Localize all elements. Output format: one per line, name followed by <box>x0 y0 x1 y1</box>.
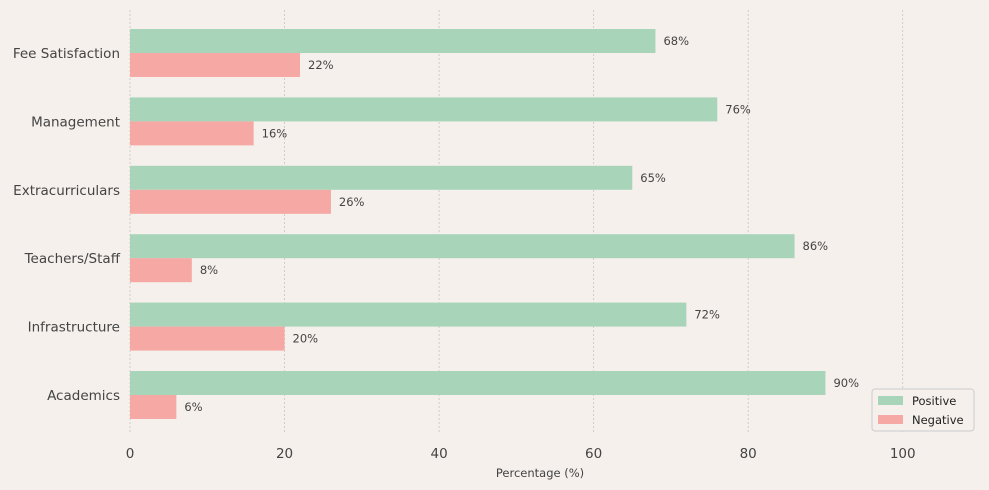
legend-label-positive: Positive <box>912 394 956 408</box>
value-label-positive-infrastructure: 72% <box>694 308 720 322</box>
bar-negative-teachers-staff <box>130 258 192 283</box>
value-label-negative-teachers-staff: 8% <box>200 263 218 277</box>
value-label-positive-management: 76% <box>725 102 751 116</box>
bar-positive-teachers-staff <box>130 234 795 259</box>
bar-negative-infrastructure <box>130 326 285 351</box>
value-label-negative-fee-satisfaction: 22% <box>308 58 334 72</box>
category-labels-group: Academics Infrastructure Teachers/Staff Ext… <box>13 46 121 404</box>
bar-positive-academics <box>130 371 826 395</box>
bar-positive-management <box>130 97 718 122</box>
x-tick-label-80: 80 <box>740 446 757 462</box>
x-tick-label-0: 0 <box>126 446 135 462</box>
category-label-infrastructure: Infrastructure <box>28 320 120 336</box>
bar-negative-fee-satisfaction <box>130 53 300 77</box>
value-label-negative-extracurriculars: 26% <box>339 195 365 209</box>
category-label-management: Management <box>31 114 120 130</box>
x-tick-label-20: 20 <box>276 446 293 462</box>
bar-positive-fee-satisfaction <box>130 29 656 53</box>
value-label-negative-academics: 6% <box>184 400 202 414</box>
value-label-negative-infrastructure: 20% <box>293 332 319 346</box>
value-label-positive-extracurriculars: 65% <box>640 171 666 185</box>
bar-positive-extracurriculars <box>130 165 633 190</box>
legend: Positive Negative <box>871 388 975 432</box>
x-tick-label-60: 60 <box>585 446 602 462</box>
legend-swatch-negative <box>878 415 903 424</box>
category-label-academics: Academics <box>47 388 120 404</box>
bar-negative-extracurriculars <box>130 189 331 214</box>
x-tick-labels-group: 0 20 40 60 80 100 <box>126 446 916 462</box>
category-label-teachers-staff: Teachers/Staff <box>24 251 121 267</box>
value-label-positive-teachers-staff: 86% <box>803 239 829 253</box>
bar-positive-infrastructure <box>130 302 687 327</box>
x-tick-label-40: 40 <box>430 446 447 462</box>
category-label-fee-satisfaction: Fee Satisfaction <box>13 46 120 62</box>
bar-negative-management <box>130 121 254 146</box>
bar-negative-academics <box>130 395 177 419</box>
value-label-positive-fee-satisfaction: 68% <box>663 34 689 48</box>
x-tick-label-100: 100 <box>890 446 916 462</box>
value-labels-group: 90% 6% 72% 20% 86% 8% 65% 26% 76% 16% 68% 22% <box>184 34 859 414</box>
value-label-positive-academics: 90% <box>833 376 859 390</box>
x-axis-title: Percentage (%) <box>496 466 584 480</box>
legend-swatch-positive <box>878 396 903 405</box>
category-label-extracurriculars: Extracurriculars <box>13 183 120 199</box>
value-label-negative-management: 16% <box>262 126 288 140</box>
bars-group <box>130 29 826 419</box>
legend-label-negative: Negative <box>912 413 964 427</box>
